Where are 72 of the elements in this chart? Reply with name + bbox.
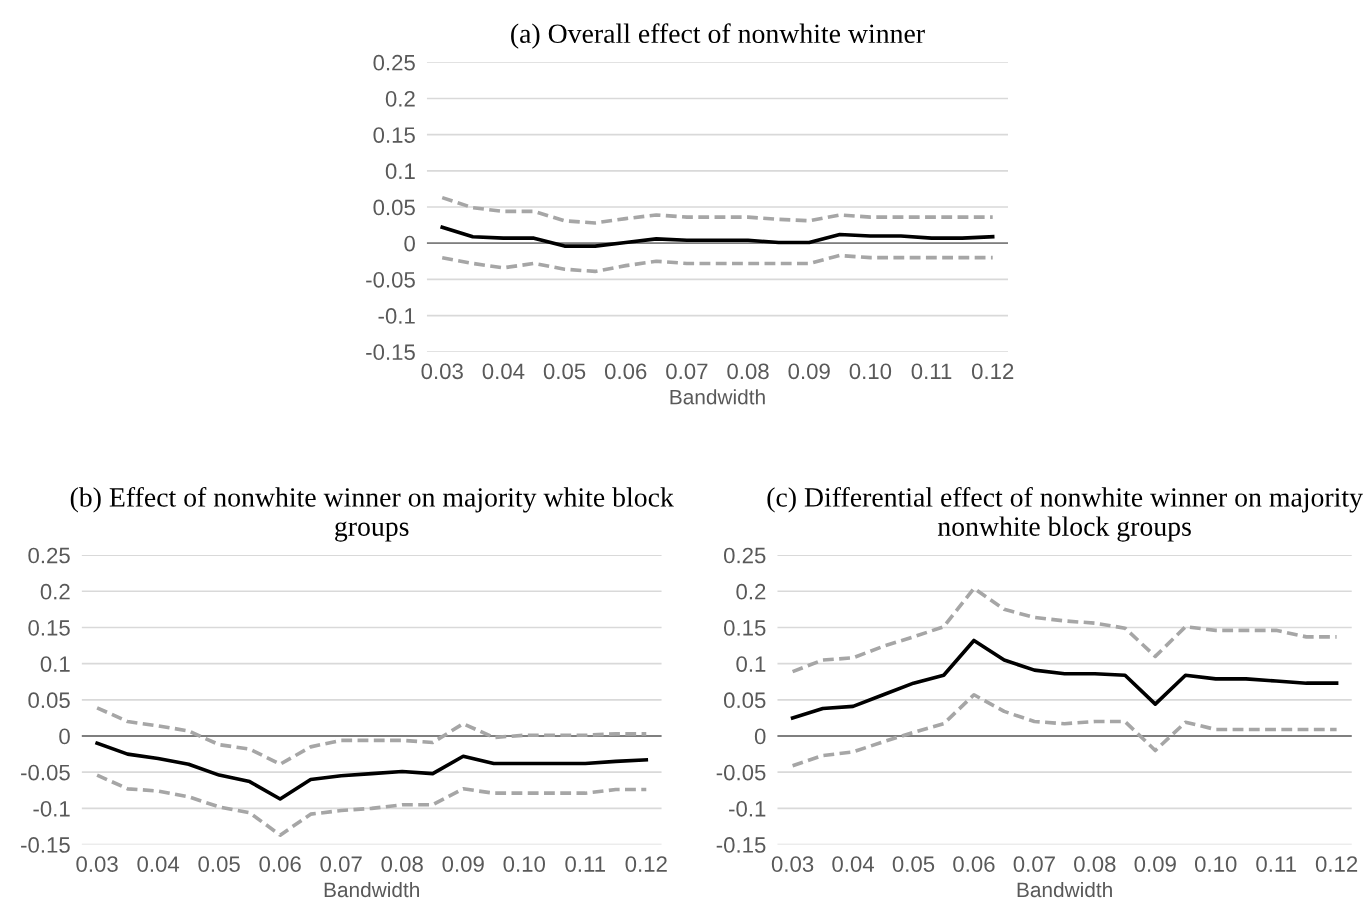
y-tick-label: 0 — [404, 235, 415, 252]
x-tick-label: 0.08 — [727, 363, 769, 380]
x-tick-label: 0.04 — [832, 856, 875, 872]
x-tick-label: 0.12 — [971, 363, 1014, 380]
y-tick-label: -0.05 — [21, 764, 70, 781]
y-tick-label: -0.15 — [716, 837, 766, 853]
y-tick-label: 0.15 — [723, 619, 766, 636]
x-tick-label: 0.05 — [198, 856, 240, 872]
x-tick-label: 0.08 — [381, 856, 423, 872]
x-tick-label: 0.05 — [543, 363, 586, 380]
y-tick-label: -0.1 — [378, 308, 415, 324]
line-series — [790, 638, 1339, 720]
y-tick-label: 0 — [754, 728, 766, 745]
x-tick-label: 0.06 — [259, 856, 301, 872]
x-tick-label: 0.05 — [892, 856, 935, 872]
x-axis-title: Bandwidth — [324, 881, 419, 898]
y-tick-label: 0.15 — [28, 619, 70, 636]
x-tick-label: 0.08 — [1074, 856, 1116, 872]
line-series — [440, 225, 995, 248]
x-tick-label: 0.11 — [911, 363, 952, 380]
line-series — [95, 741, 649, 801]
x-tick-label: 0.10 — [849, 363, 892, 380]
y-tick-label: 0.1 — [40, 656, 70, 672]
y-tick-label: 0.25 — [373, 54, 415, 71]
y-tick-label: 0.1 — [385, 163, 415, 180]
y-tick-label: -0.15 — [21, 837, 70, 853]
line-series — [790, 692, 1339, 768]
x-tick-label: 0.03 — [771, 856, 814, 872]
y-tick-label: 0.05 — [373, 199, 415, 216]
y-tick-label: 0.05 — [723, 692, 766, 709]
x-tick-label: 0.07 — [1013, 856, 1055, 872]
x-tick-label: 0.06 — [604, 363, 647, 380]
y-tick-label: -0.05 — [716, 764, 766, 781]
x-tick-label: 0.04 — [482, 363, 525, 380]
x-tick-label: 0.09 — [1134, 856, 1176, 872]
chart-title: (c) Differential effect of nonwhite winner on majority nonwhite block groups — [767, 486, 1363, 542]
x-tick-label: 0.04 — [137, 856, 180, 872]
y-tick-label: 0.2 — [736, 583, 766, 600]
line-series — [790, 586, 1339, 674]
x-tick-label: 0.12 — [625, 856, 667, 872]
y-tick-label: 0.2 — [40, 583, 70, 600]
line-series — [95, 705, 649, 767]
x-tick-label: 0.07 — [320, 856, 362, 872]
x-tick-label: 0.09 — [788, 363, 830, 380]
chart-title: (b) Effect of nonwhite winner on majority white block groups — [70, 486, 674, 542]
x-tick-label: 0.03 — [76, 856, 118, 872]
x-tick-label: 0.10 — [1194, 856, 1237, 872]
chart-title: (a) Overall effect of nonwhite winner — [511, 23, 925, 49]
y-tick-label: 0.05 — [28, 692, 70, 709]
x-axis-title: Bandwidth — [670, 389, 765, 405]
x-tick-label: 0.06 — [953, 856, 995, 872]
y-tick-label: 0 — [59, 728, 70, 745]
y-tick-label: -0.15 — [366, 344, 415, 361]
x-tick-label: 0.12 — [1315, 856, 1358, 872]
y-tick-label: -0.1 — [33, 800, 70, 817]
y-tick-label: 0.25 — [28, 547, 70, 564]
y-tick-label: 0.25 — [723, 547, 766, 564]
y-tick-label: 0.2 — [385, 91, 415, 107]
line-series — [440, 195, 995, 225]
x-tick-label: 0.09 — [442, 856, 484, 872]
line-series — [440, 253, 995, 274]
line-series — [95, 773, 649, 837]
y-tick-label: 0.15 — [373, 127, 415, 143]
x-tick-label: 0.10 — [503, 856, 545, 872]
x-tick-label: 0.11 — [1256, 856, 1296, 872]
x-axis-title: Bandwidth — [1017, 881, 1112, 898]
y-tick-label: -0.1 — [729, 800, 766, 817]
x-tick-label: 0.11 — [565, 856, 605, 872]
x-tick-label: 0.07 — [666, 363, 708, 380]
y-tick-label: 0.1 — [736, 656, 766, 672]
y-tick-label: -0.05 — [366, 271, 415, 288]
x-tick-label: 0.03 — [421, 363, 463, 380]
